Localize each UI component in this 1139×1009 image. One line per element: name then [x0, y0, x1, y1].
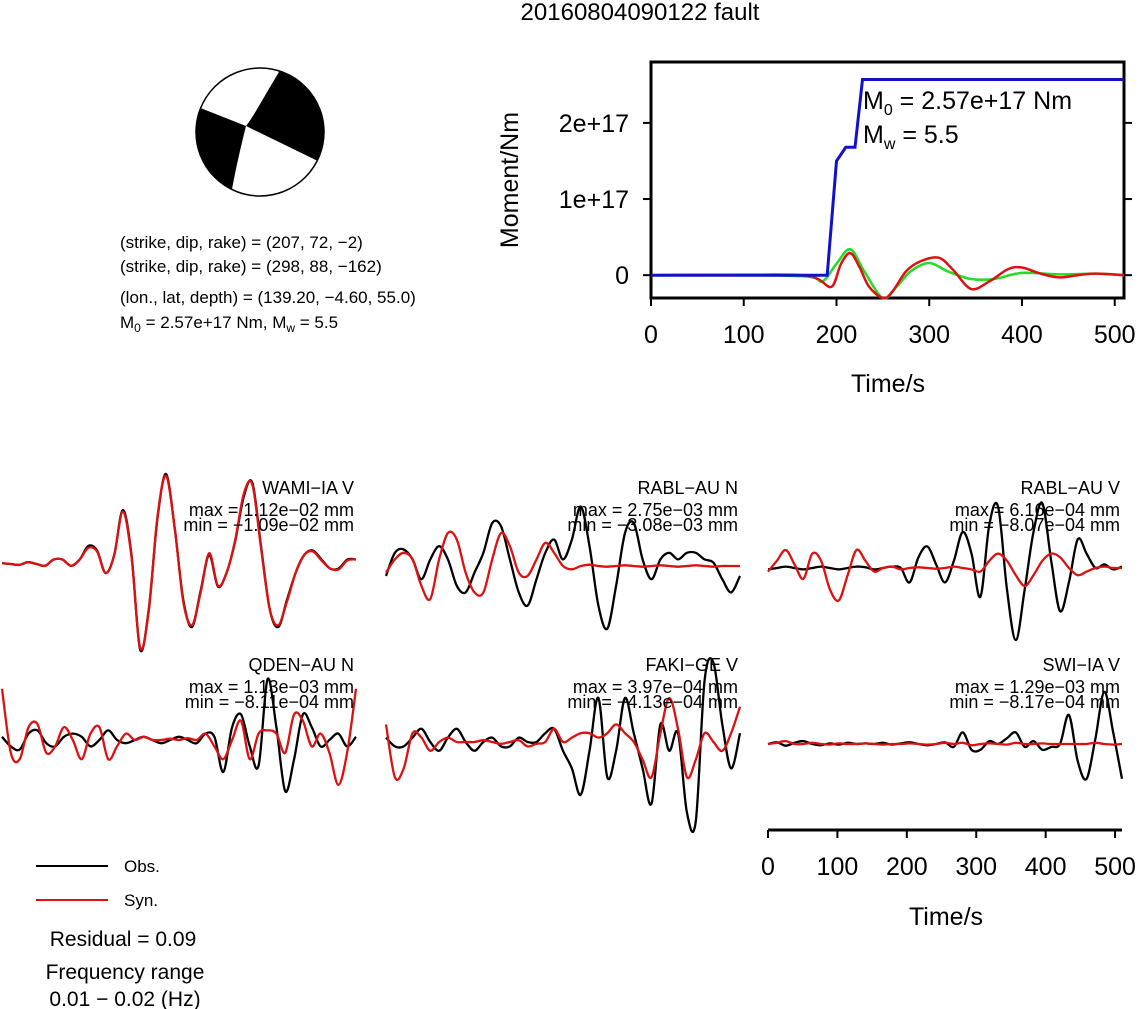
waveform-min-label: min = −1.09e−02 mm	[183, 515, 354, 535]
moment-y-ticks: 0 1e+17 2e+17	[559, 110, 1132, 290]
moment-y-axis-label: Moment/Nm	[496, 112, 524, 248]
waveform-max-label: max = 1.29e−03 mm	[955, 677, 1120, 697]
waveform-station-label: FAKI−GE V	[645, 655, 738, 675]
moment-annotation-mw: Mw = 5.5	[863, 121, 959, 153]
nodal-plane-2: (strike, dip, rake) = (298, 88, −162)	[120, 257, 382, 276]
waveform-station-label: RABL−AU V	[1020, 478, 1120, 498]
waveform-max-label: max = 2.75e−03 mm	[573, 500, 738, 520]
waveform-x-tick-label: 100	[817, 853, 859, 881]
waveform-max-label: max = 3.97e−04 mm	[573, 677, 738, 697]
frequency-range-value: 0.01 − 0.02 (Hz)	[49, 988, 200, 1009]
mw-subscript: w	[285, 321, 295, 335]
waveform-syn-trace	[0, 688, 358, 786]
waveform-x-tick-label: 200	[886, 853, 928, 881]
figure-title: 20160804090122 fault	[521, 0, 760, 26]
m0-annot-prefix: M	[863, 87, 884, 115]
waveform-max-label: max = 1.13e−03 mm	[189, 677, 354, 697]
waveform-max-label: max = 1.12e−02 mm	[189, 500, 354, 520]
waveform-syn-trace	[1, 474, 357, 651]
mw-annot-text: = 5.5	[895, 121, 958, 149]
m0-annot-sub: 0	[884, 102, 893, 119]
hypocenter-info: (lon., lat, depth) = (139.20, −4.60, 55.…	[120, 288, 416, 307]
waveform-station-label: SWI−IA V	[1042, 655, 1120, 675]
moment-series-line-0	[651, 78, 1124, 277]
moment-x-tick-label: 200	[816, 321, 858, 349]
m0-prefix: M	[120, 313, 134, 332]
m0-subscript: 0	[134, 321, 141, 335]
waveform-obs-trace	[385, 657, 742, 834]
waveform-syn-trace	[767, 548, 1123, 603]
moment-x-tick-label: 100	[723, 321, 765, 349]
waveform-max-label: max = 6.16e−04 mm	[955, 500, 1120, 520]
legend-syn-label: Syn.	[124, 891, 158, 910]
moment-y-tick-label: 2e+17	[559, 110, 629, 138]
waveform-syn-trace	[767, 739, 1123, 747]
moment-x-tick-label: 500	[1094, 321, 1136, 349]
waveform-x-tick-label: 500	[1094, 853, 1136, 881]
waveform-x-axis-label: Time/s	[909, 903, 983, 931]
waveform-station-label: RABL−AU N	[637, 478, 738, 498]
waveform-min-label: min = −4.13e−04 mm	[567, 692, 738, 712]
waveform-station-label: QDEN−AU N	[248, 655, 354, 675]
mw-annot-prefix: M	[863, 121, 884, 149]
moment-y-tick-label: 1e+17	[559, 186, 629, 214]
waveform-x-tick-label: 400	[1025, 853, 1067, 881]
moment-x-axis-label: Time/s	[851, 370, 925, 398]
waveform-min-label: min = −8.11e−04 mm	[185, 692, 354, 712]
moment-y-tick-label: 0	[615, 262, 629, 290]
moment-series-line-1	[650, 251, 1125, 300]
waveform-min-label: min = −8.07e−04 mm	[949, 515, 1120, 535]
waveform-x-ticks: 0 100 200 300 400 500	[761, 830, 1136, 881]
nodal-plane-1: (strike, dip, rake) = (207, 72, −2)	[120, 233, 363, 252]
legend: Obs. Syn.	[36, 857, 160, 910]
moment-x-tick-label: 0	[644, 321, 658, 349]
waveform-time-axis: 0 100 200 300 400 500 Time/s	[761, 828, 1136, 931]
waveform-syn-trace	[384, 696, 742, 782]
moment-magnitude-line: M0 = 2.57e+17 Nm, Mw = 5.5	[120, 313, 338, 335]
waveform-min-label: min = −8.17e−04 mm	[949, 692, 1120, 712]
legend-obs-label: Obs.	[124, 857, 160, 876]
moment-annotation-m0: M0 = 2.57e+17 Nm	[863, 87, 1072, 119]
mw-value: = 5.5	[295, 313, 338, 332]
moment-series-group	[650, 78, 1125, 300]
moment-chart: 0 1e+17 2e+17 0 100 200 300 400 500 Time/s Mome…	[496, 60, 1136, 398]
m0-annot-text: = 2.57e+17 Nm	[893, 87, 1072, 115]
mw-annot-sub: w	[883, 136, 896, 153]
waveform-x-tick-label: 300	[955, 853, 997, 881]
residual-label: Residual = 0.09	[50, 928, 197, 951]
frequency-range-label: Frequency range	[46, 961, 205, 984]
waveform-min-label: min = −3.08e−03 mm	[567, 515, 738, 535]
moment-x-ticks: 0 100 200 300 400 500	[644, 298, 1136, 349]
m0-value: = 2.57e+17 Nm, M	[141, 313, 287, 332]
focal-mechanism-beachball	[195, 67, 325, 197]
waveform-syn-trace	[385, 530, 740, 602]
moment-x-tick-label: 400	[1001, 321, 1043, 349]
waveform-station-label: WAMI−IA V	[262, 478, 354, 498]
moment-x-tick-label: 300	[908, 321, 950, 349]
waveform-x-tick-label: 0	[761, 853, 775, 881]
waveform-obs-trace	[384, 505, 742, 631]
waveform-obs-trace	[767, 501, 1123, 642]
waveform-obs-trace	[1, 677, 357, 794]
